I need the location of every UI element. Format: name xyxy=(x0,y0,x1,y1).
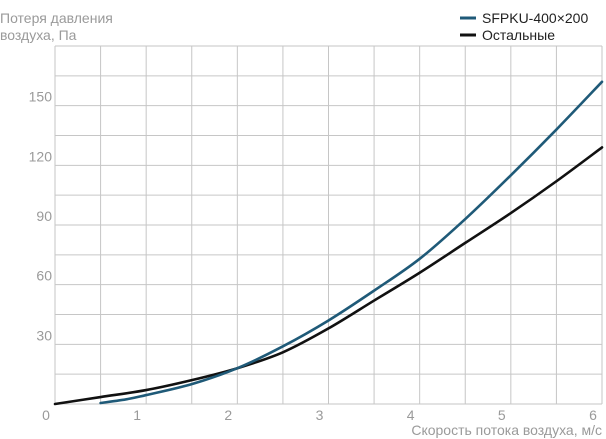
x-axis-title: Скорость потока воздуха, м/с xyxy=(411,422,602,438)
legend-item-2: Остальные xyxy=(460,27,555,43)
x-tick-label: 4 xyxy=(407,407,415,423)
x-tick-label: 6 xyxy=(589,407,597,423)
tick-labels: 0 1 2 3 4 5 6 30 60 90 120 150 xyxy=(29,89,597,423)
grid xyxy=(54,45,603,405)
series-lines xyxy=(53,80,604,406)
legend-label-1: SFPKU-400×200 xyxy=(482,10,588,26)
y-axis-title-line-2: воздуха, Па xyxy=(0,27,77,43)
legend-label-2: Остальные xyxy=(482,27,555,43)
legend: SFPKU-400×200 Остальные xyxy=(460,10,588,43)
legend-item-1: SFPKU-400×200 xyxy=(460,10,588,26)
y-tick-label: 150 xyxy=(29,89,53,105)
x-tick-label: 5 xyxy=(498,407,506,423)
y-tick-label: 60 xyxy=(36,268,52,284)
x-tick-label: 2 xyxy=(224,407,232,423)
x-tick-label: 0 xyxy=(42,407,50,423)
y-tick-label: 120 xyxy=(29,148,53,164)
y-tick-label: 90 xyxy=(36,208,52,224)
y-axis-title: Потеря давления воздуха, Па xyxy=(0,10,113,43)
x-tick-label: 3 xyxy=(316,407,324,423)
series-line-sfpku xyxy=(99,80,604,405)
x-tick-label: 1 xyxy=(133,407,141,423)
y-tick-label: 30 xyxy=(36,327,52,343)
y-axis-title-line-1: Потеря давления xyxy=(0,10,113,26)
series-line-others xyxy=(53,146,604,406)
